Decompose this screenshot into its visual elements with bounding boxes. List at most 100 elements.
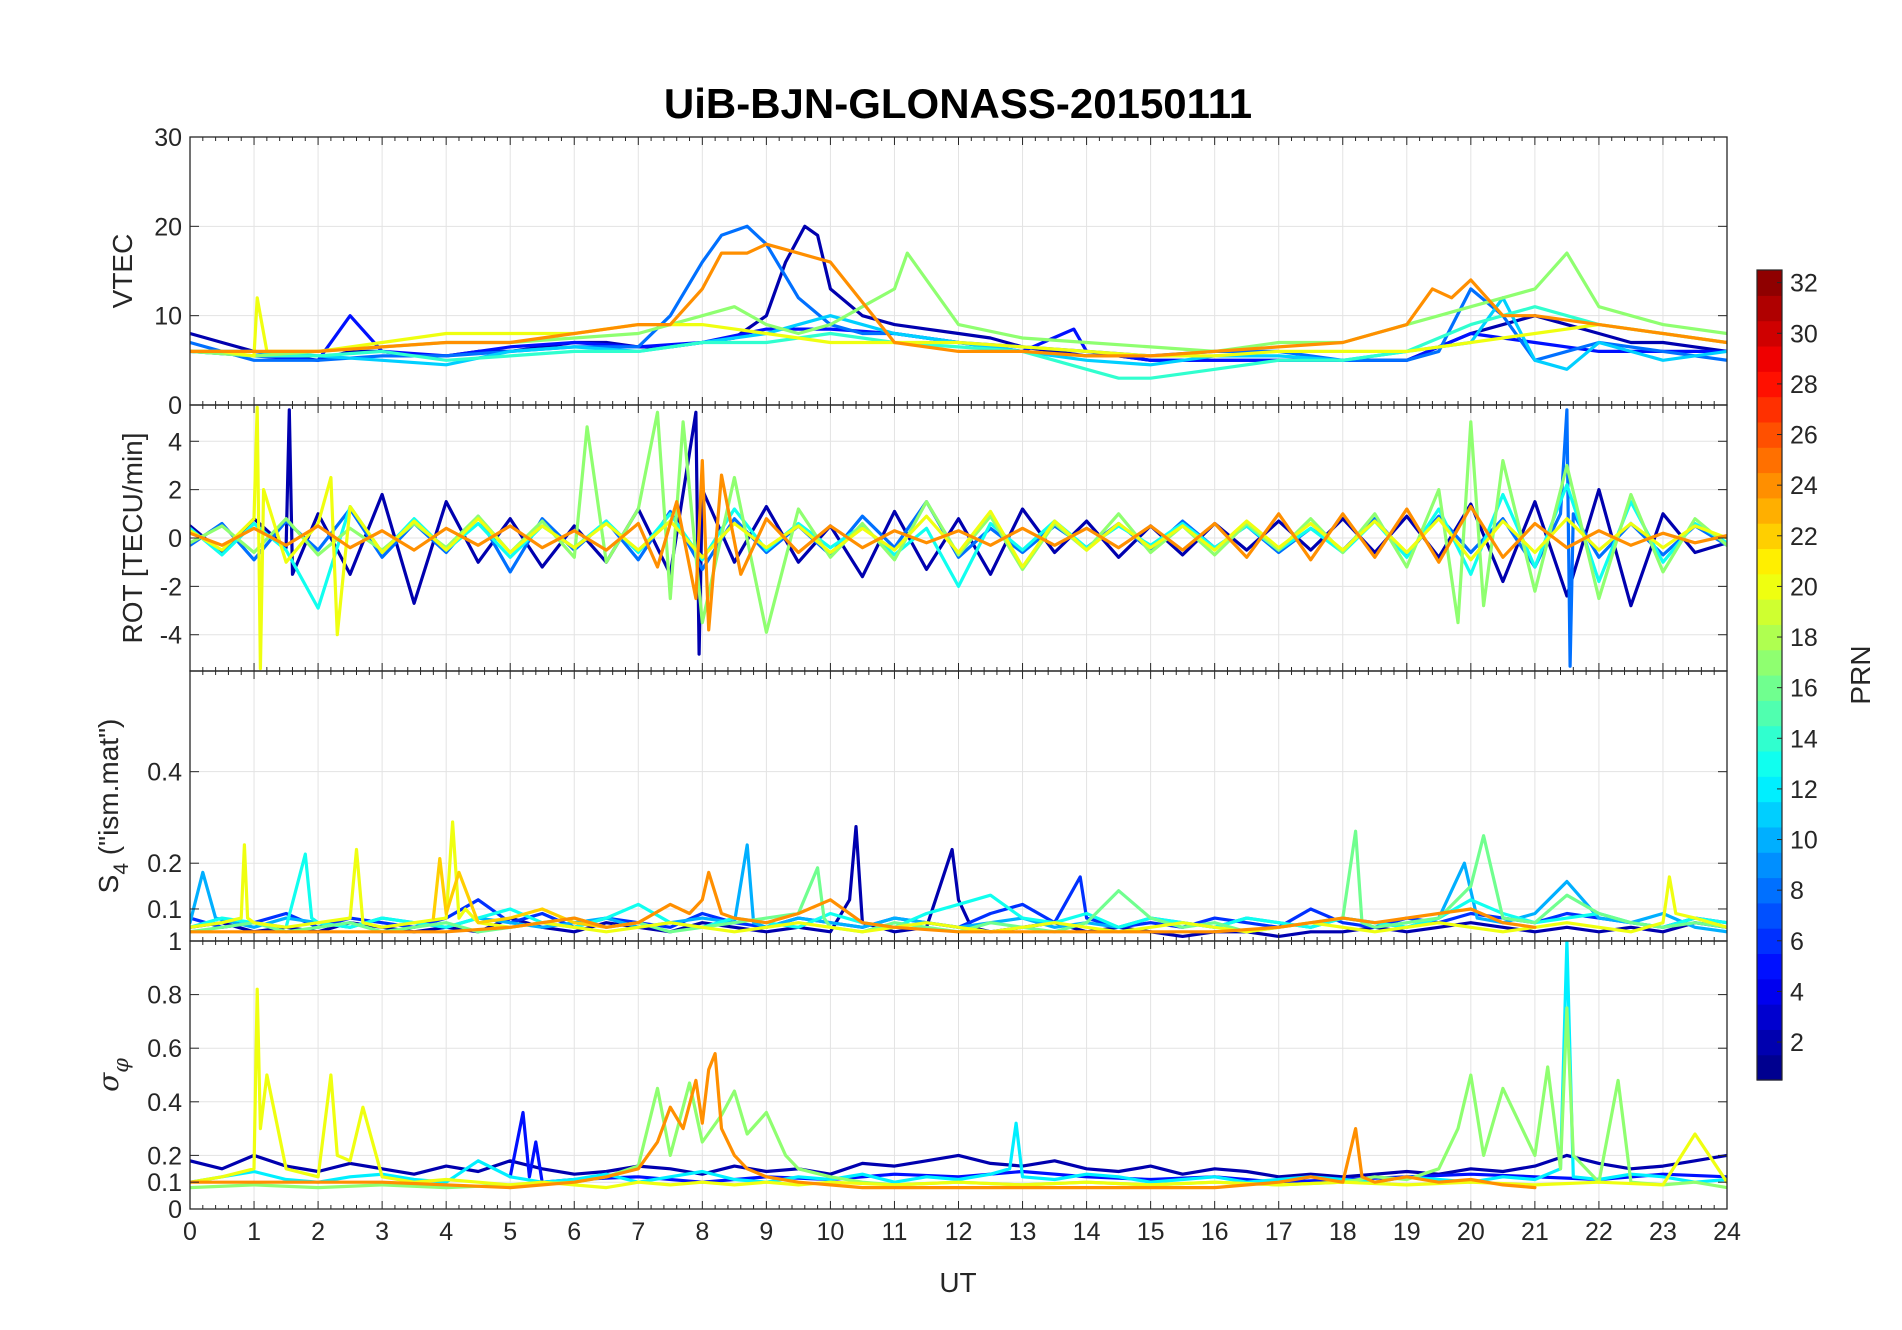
x-tick-label: 10 bbox=[817, 1218, 845, 1246]
x-tick-label: 17 bbox=[1265, 1218, 1293, 1246]
series-line-prn-2 bbox=[190, 408, 1727, 656]
colorbar-swatch bbox=[1757, 295, 1782, 322]
series-line-prn-24 bbox=[190, 242, 1727, 358]
series-line-prn-20 bbox=[190, 820, 1727, 934]
colorbar-tick-label: 16 bbox=[1790, 675, 1818, 703]
y-tick-label: 10 bbox=[154, 303, 182, 331]
x-tick-label: 19 bbox=[1393, 1218, 1421, 1246]
colorbar-swatch bbox=[1757, 1054, 1782, 1081]
panel-sigma: 00.10.2 0.4 0.6 0.8 1 σφ bbox=[92, 928, 1728, 1224]
series-line-prn-13 bbox=[190, 852, 1727, 929]
y-tick-label: 20 bbox=[154, 213, 182, 241]
x-tick-label: 12 bbox=[945, 1218, 973, 1246]
y-tick-label: -2 bbox=[160, 573, 182, 601]
y-tick-label: 0.1 bbox=[147, 896, 182, 924]
x-tick-label: 3 bbox=[375, 1218, 389, 1246]
colorbar-swatch bbox=[1757, 902, 1782, 929]
colorbar-tick-label: 32 bbox=[1790, 270, 1818, 298]
panel-rot-series bbox=[190, 405, 1727, 671]
panel-vtec: 0 10 20 30 VTEC bbox=[107, 124, 1728, 420]
panel-rot-grid bbox=[189, 405, 1728, 671]
chart-title: UiB-BJN-GLONASS-20150111 bbox=[664, 80, 1252, 127]
colorbar-tick-label: 10 bbox=[1790, 827, 1818, 855]
colorbar-swatch bbox=[1757, 548, 1782, 575]
colorbar-swatch bbox=[1757, 396, 1782, 423]
colorbar-label: PRN bbox=[1845, 645, 1876, 704]
x-tick-label: 9 bbox=[759, 1218, 773, 1246]
panel-s4-series bbox=[190, 820, 1727, 938]
colorbar-tick-label: 30 bbox=[1790, 320, 1818, 348]
series-line-prn-14 bbox=[190, 305, 1727, 380]
series-line-prn-20 bbox=[190, 987, 1727, 1190]
panel-rot: -4 -2 0 2 4 ROT [TECU/min] bbox=[117, 404, 1728, 672]
series-line-prn-17 bbox=[190, 410, 1727, 634]
colorbar-frame bbox=[1756, 269, 1783, 1081]
panel-rot-ticks bbox=[189, 405, 1728, 671]
y-tick-label: 0.1 bbox=[147, 1169, 182, 1197]
series-line-prn-24 bbox=[190, 1052, 1537, 1190]
colorbar-swatch bbox=[1757, 852, 1782, 879]
x-tick-label: 14 bbox=[1073, 1218, 1101, 1246]
colorbar-swatch bbox=[1757, 649, 1782, 676]
x-tick-label: 1 bbox=[247, 1218, 261, 1246]
y-axis-label: S4 ("ism.mat") bbox=[93, 719, 133, 894]
series-line-prn-24 bbox=[190, 870, 1537, 934]
x-tick-label: 24 bbox=[1713, 1218, 1741, 1246]
y-tick-label: 0.2 bbox=[147, 850, 182, 878]
x-tick-label: 13 bbox=[1009, 1218, 1037, 1246]
y-tick-label: 0.4 bbox=[147, 1089, 182, 1117]
colorbar-swatch bbox=[1757, 750, 1782, 777]
colorbar-tick-label: 18 bbox=[1790, 624, 1818, 652]
y-tick-label: 30 bbox=[154, 124, 182, 152]
panel-s4-ticks bbox=[189, 671, 1728, 941]
y-axis-label: σφ bbox=[92, 1058, 133, 1092]
colorbar-tick-label: 8 bbox=[1790, 877, 1804, 905]
x-axis-label: UT bbox=[939, 1267, 976, 1298]
y-tick-label: 4 bbox=[168, 428, 182, 456]
x-tick-label: 16 bbox=[1201, 1218, 1229, 1246]
series-line-prn-12 bbox=[190, 941, 1727, 1184]
x-tick-label: 7 bbox=[631, 1218, 645, 1246]
series-line-prn-22 bbox=[431, 857, 640, 929]
y-tick-label: 0 bbox=[168, 392, 182, 420]
y-tick-label: 0.2 bbox=[147, 1142, 182, 1170]
x-tick-label: 15 bbox=[1137, 1218, 1165, 1246]
series-line-prn-24 bbox=[190, 459, 1727, 632]
y-tick-label: 0 bbox=[168, 1196, 182, 1224]
panel-vtec-grid bbox=[189, 136, 1728, 406]
x-tick-label: 23 bbox=[1649, 1218, 1677, 1246]
colorbar-swatch bbox=[1757, 953, 1782, 980]
x-tick-label: 22 bbox=[1585, 1218, 1613, 1246]
panel-sigma-ticks bbox=[189, 940, 1728, 1210]
y-tick-label: 1 bbox=[168, 928, 182, 956]
colorbar-tick-label: 12 bbox=[1790, 776, 1818, 804]
y-tick-label: 0.8 bbox=[147, 982, 182, 1010]
x-tick-label: 6 bbox=[567, 1218, 581, 1246]
colorbar-swatch bbox=[1757, 497, 1782, 524]
colorbar-tick-label: 24 bbox=[1790, 472, 1818, 500]
colorbar-tick-label: 26 bbox=[1790, 422, 1818, 450]
panel-s4: 0.1 0.2 0.4 S4 ("ism.mat") bbox=[93, 670, 1728, 942]
colorbar-tick-label: 20 bbox=[1790, 573, 1818, 601]
colorbar-tick-label: 4 bbox=[1790, 978, 1804, 1006]
colorbar-swatch bbox=[1757, 345, 1782, 372]
series-line-prn-2 bbox=[190, 1153, 1727, 1179]
series-line-prn-17 bbox=[190, 251, 1727, 358]
y-tick-label: 0 bbox=[168, 525, 182, 553]
colorbar-swatch bbox=[1757, 801, 1782, 828]
y-tick-label: 2 bbox=[168, 477, 182, 505]
colorbar-tick-label: 22 bbox=[1790, 523, 1818, 551]
x-tick-label: 20 bbox=[1457, 1218, 1485, 1246]
x-tick-label: 0 bbox=[183, 1218, 197, 1246]
y-tick-label: -4 bbox=[160, 622, 182, 650]
colorbar-swatch bbox=[1757, 447, 1782, 474]
x-tick-label: 11 bbox=[881, 1218, 907, 1246]
y-axis-label: VTEC bbox=[107, 234, 138, 309]
x-tick-label: 2 bbox=[311, 1218, 325, 1246]
colorbar-tick-label: 14 bbox=[1790, 725, 1818, 753]
y-tick-label: 0.6 bbox=[147, 1035, 182, 1063]
x-tick-label: 21 bbox=[1521, 1218, 1549, 1246]
colorbar-swatch bbox=[1757, 1004, 1782, 1030]
